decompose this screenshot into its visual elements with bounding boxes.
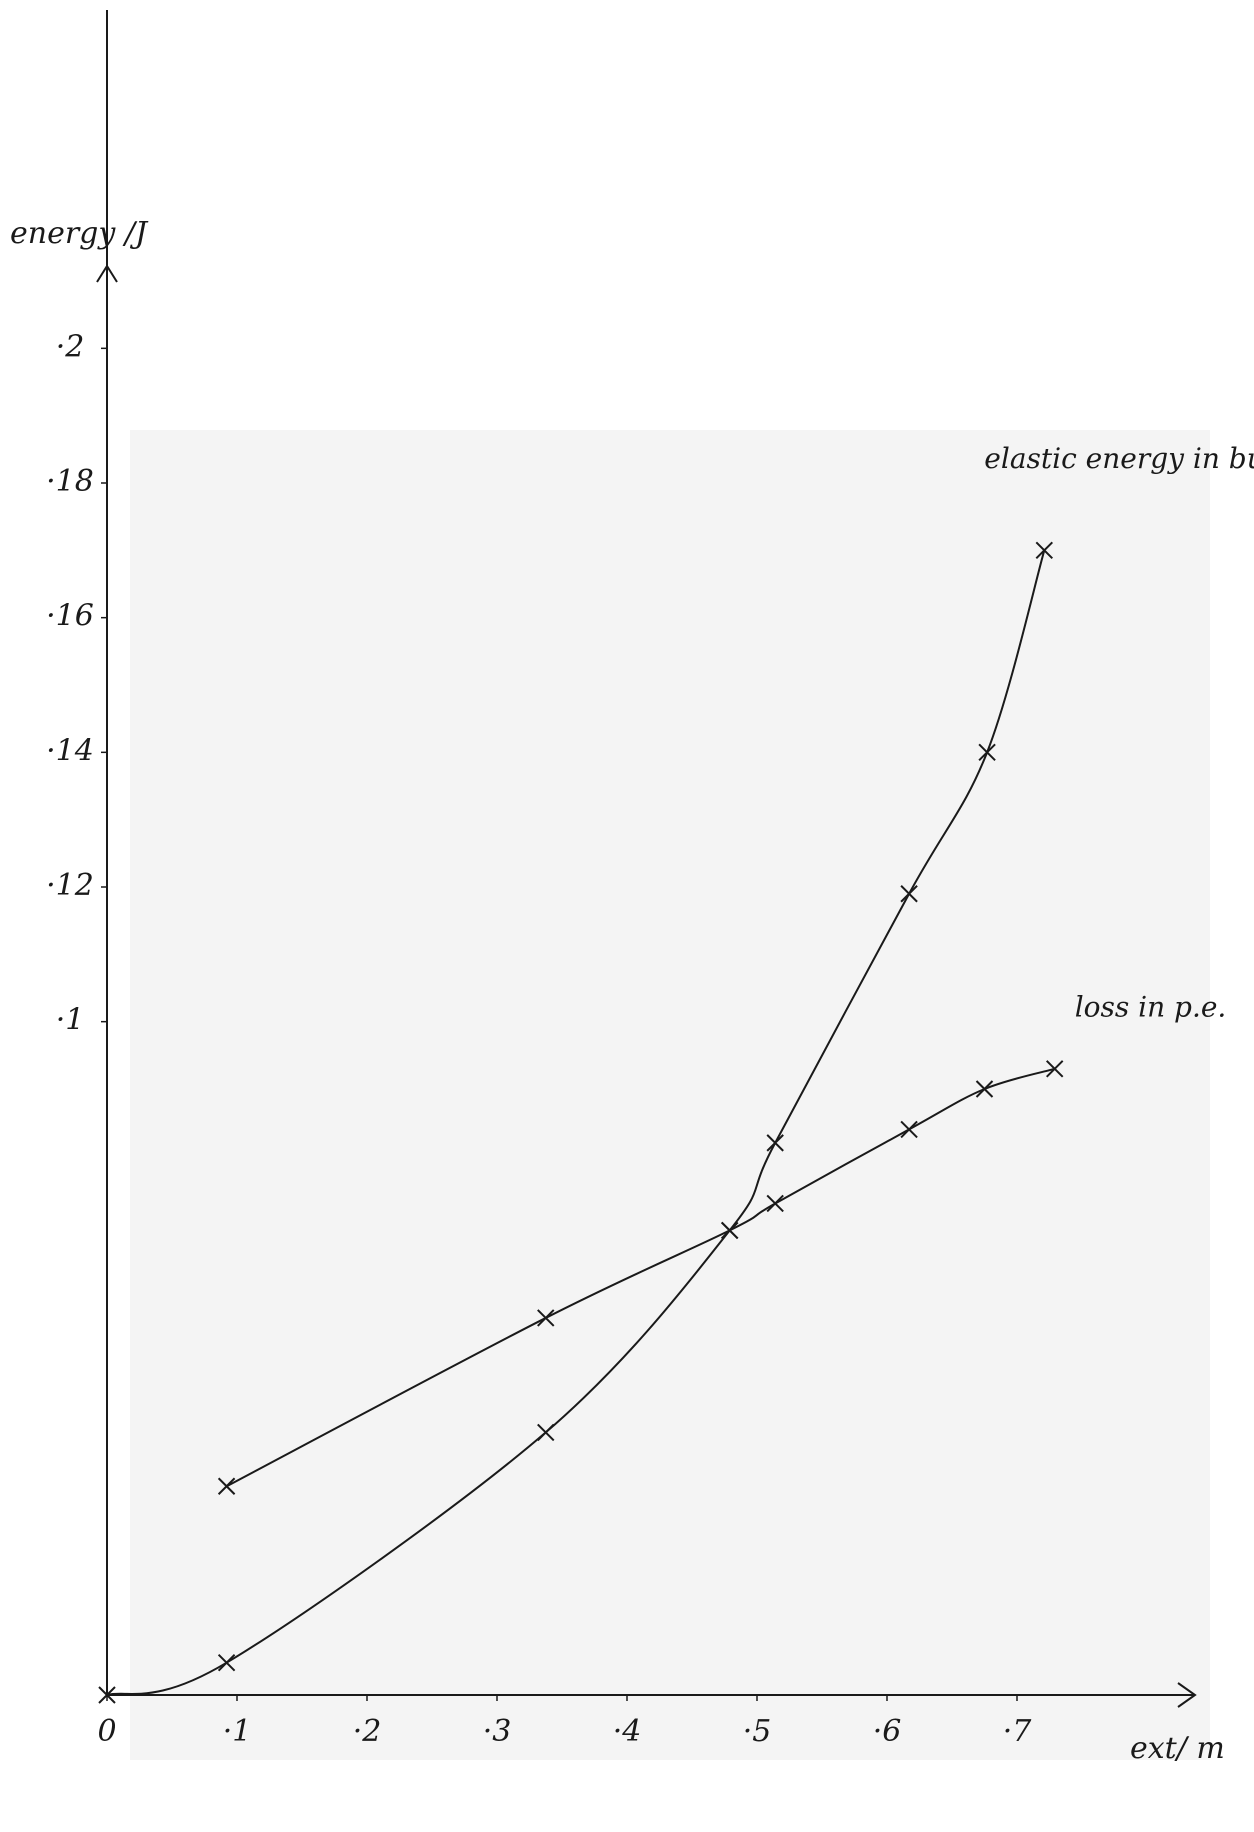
- x-axis-label: ext/ m: [1130, 1731, 1225, 1766]
- y-axis-label: energy /J: [10, 216, 149, 251]
- x-tick-label: ·4: [613, 1714, 642, 1749]
- y-tick-label: ·2: [56, 329, 85, 364]
- data-point: [217, 1477, 236, 1495]
- data-point: [720, 1221, 739, 1240]
- data-point: [978, 743, 996, 762]
- y-tick-label: ·14: [46, 733, 94, 768]
- legend-label: elastic energy in bungee cord: [984, 442, 1254, 475]
- paper-shade: [130, 430, 1210, 1760]
- x-tick-label: ·7: [1003, 1714, 1033, 1749]
- series-line: [226, 1067, 1055, 1488]
- x-tick-label: 0: [97, 1714, 116, 1749]
- x-tick-label: ·2: [353, 1714, 382, 1749]
- x-tick-label: ·1: [223, 1714, 252, 1749]
- data-point: [900, 1120, 918, 1139]
- data-point: [537, 1423, 555, 1442]
- data-point: [1045, 1060, 1064, 1078]
- x-tick-label: ·5: [743, 1714, 772, 1749]
- data-point: [1035, 541, 1054, 560]
- data-point: [766, 1134, 784, 1152]
- data-point: [900, 885, 918, 903]
- data-point: [217, 1653, 236, 1672]
- y-tick-label: ·16: [46, 599, 94, 634]
- x-tick-label: ·3: [483, 1714, 512, 1749]
- data-point: [98, 1686, 116, 1704]
- legend-label: loss in p.e.: [1075, 990, 1227, 1023]
- y-tick-label: ·12: [46, 868, 94, 903]
- x-axis-arrow: [1177, 1682, 1197, 1708]
- y-axis-arrow: [96, 264, 118, 283]
- data-point: [766, 1194, 784, 1213]
- x-tick-label: ·6: [873, 1714, 902, 1749]
- data-point: [537, 1309, 555, 1327]
- data-point: [975, 1080, 994, 1098]
- series-line: [106, 550, 1046, 1696]
- y-tick-label: ·18: [46, 464, 94, 499]
- y-tick-label: ·1: [56, 1003, 85, 1038]
